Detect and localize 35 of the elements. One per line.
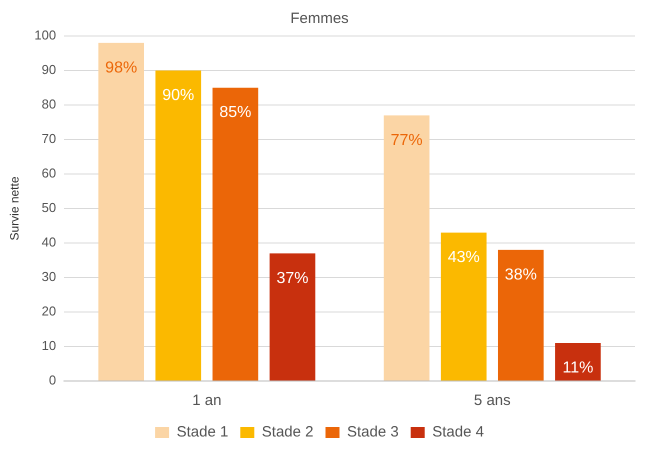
y-tick-label: 50	[42, 200, 56, 216]
y-tick-label: 40	[42, 234, 56, 250]
bar	[555, 343, 601, 380]
legend-label: Stade 1	[176, 424, 228, 441]
y-tick-label: 0	[48, 372, 56, 388]
y-tick-label: 10	[42, 338, 56, 354]
bar	[498, 250, 544, 380]
y-tick-label: 90	[42, 62, 56, 78]
y-tick-label: 20	[42, 304, 56, 319]
legend-label: Stade 4	[432, 424, 484, 441]
y-tick-label: 60	[42, 166, 56, 181]
y-axis-title: Survie nette	[8, 176, 22, 241]
data-label: 38%	[504, 266, 537, 284]
data-label: 85%	[219, 104, 252, 122]
bar	[270, 253, 316, 380]
legend-label: Stade 3	[347, 424, 399, 441]
y-tick-label: 100	[34, 28, 56, 43]
chart-title: Femmes	[290, 10, 349, 28]
data-label: 98%	[105, 59, 138, 76]
x-tick-label: 1 an	[192, 392, 222, 410]
bar	[155, 70, 202, 380]
legend-label: Stade 2	[262, 424, 314, 441]
bar	[440, 232, 487, 380]
bar	[98, 42, 144, 380]
data-label: 43%	[448, 249, 480, 266]
data-label: 11%	[562, 359, 594, 376]
data-label: 37%	[276, 270, 308, 287]
y-tick-label: 30	[42, 269, 56, 284]
x-tick-label: 5 ans	[474, 392, 511, 410]
data-label: 90%	[162, 86, 194, 104]
y-tick-label: 70	[42, 131, 56, 146]
bar	[384, 115, 430, 380]
y-tick-label: 80	[42, 96, 56, 112]
bar	[212, 88, 258, 380]
data-label: 77%	[390, 132, 423, 149]
